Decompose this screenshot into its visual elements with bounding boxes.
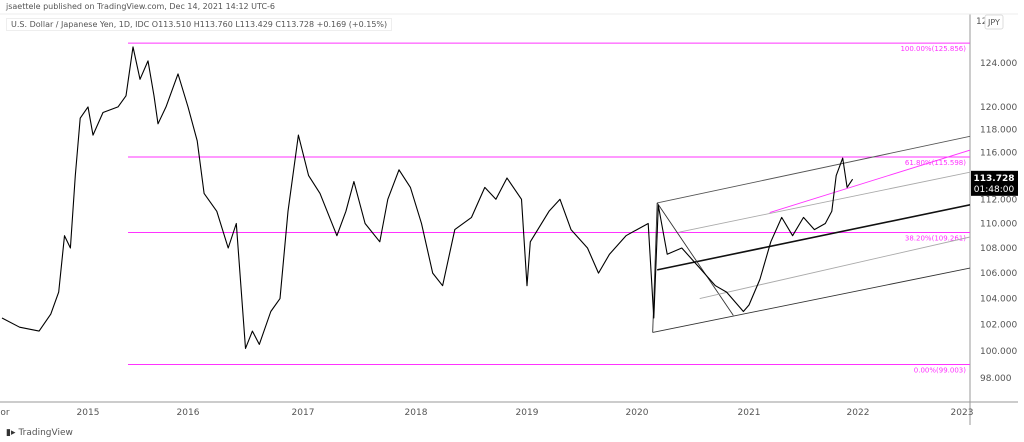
time-axis-tick: 2018 — [405, 408, 428, 418]
price-axis-tick: 106.000 — [980, 269, 1017, 279]
price-axis-tick: 98.000 — [980, 374, 1012, 384]
price-axis-tick: 100.000 — [980, 347, 1017, 357]
pitchfork-handle[interactable] — [656, 202, 734, 316]
price-axis-tick-partial: 12 — [976, 17, 987, 27]
time-axis-tick: 2020 — [626, 408, 649, 418]
price-axis-tick: 120.000 — [980, 103, 1017, 113]
price-axis-tick: 102.000 — [980, 321, 1017, 331]
price-axis-tick: 112.000 — [980, 195, 1017, 205]
fib-level-label: 61.80%(115.598) — [905, 159, 966, 167]
price-axis-tick: 118.000 — [980, 125, 1017, 135]
symbol-legend: U.S. Dollar / Japanese Yen, 1D, IDC O113… — [6, 18, 393, 31]
pitchfork-median[interactable] — [656, 203, 970, 271]
time-axis-tick: 2015 — [77, 408, 100, 418]
warning-line[interactable] — [679, 171, 971, 233]
pitchfork-lower[interactable] — [652, 267, 971, 333]
time-axis-tick: 2019 — [516, 408, 539, 418]
price-series-line — [1, 46, 854, 349]
time-axis-tick: 2016 — [177, 408, 200, 418]
price-axis-tick: 104.000 — [980, 295, 1017, 305]
bar-countdown: 01:48:00 — [974, 185, 1015, 195]
last-price-box — [971, 170, 1018, 196]
price-axis-tick: 110.000 — [980, 219, 1017, 229]
fib-level-label: 100.00%(125.856) — [900, 45, 966, 53]
publisher-line: jsaettele published on TradingView.com, … — [6, 2, 275, 11]
pitchfork-upper[interactable] — [657, 135, 970, 204]
price-axis-tick: 124.000 — [980, 59, 1017, 69]
price-axis-tick: 116.000 — [980, 148, 1017, 158]
tradingview-logo[interactable]: ▮▸ TradingView — [6, 428, 73, 438]
time-axis-tick: or — [0, 408, 10, 418]
warning-line[interactable] — [699, 236, 971, 299]
trendline[interactable] — [769, 149, 971, 213]
time-axis-tick: 2023 — [951, 408, 974, 418]
currency-badge[interactable] — [984, 14, 1004, 30]
price-axis-tick: 108.000 — [980, 244, 1017, 254]
logo-text: TradingView — [18, 428, 73, 438]
time-axis-tick: 2017 — [292, 408, 315, 418]
currency-badge-label: JPY — [987, 18, 1000, 27]
fib-level-label: 0.00%(99.003) — [914, 366, 966, 374]
time-axis-tick: 2022 — [847, 408, 870, 418]
last-price-value: 113.728 — [974, 174, 1015, 184]
fib-level-label: 38.20%(109.261) — [905, 234, 966, 242]
time-axis-tick: 2021 — [738, 408, 761, 418]
tv-logo-icon: ▮▸ — [6, 428, 16, 438]
